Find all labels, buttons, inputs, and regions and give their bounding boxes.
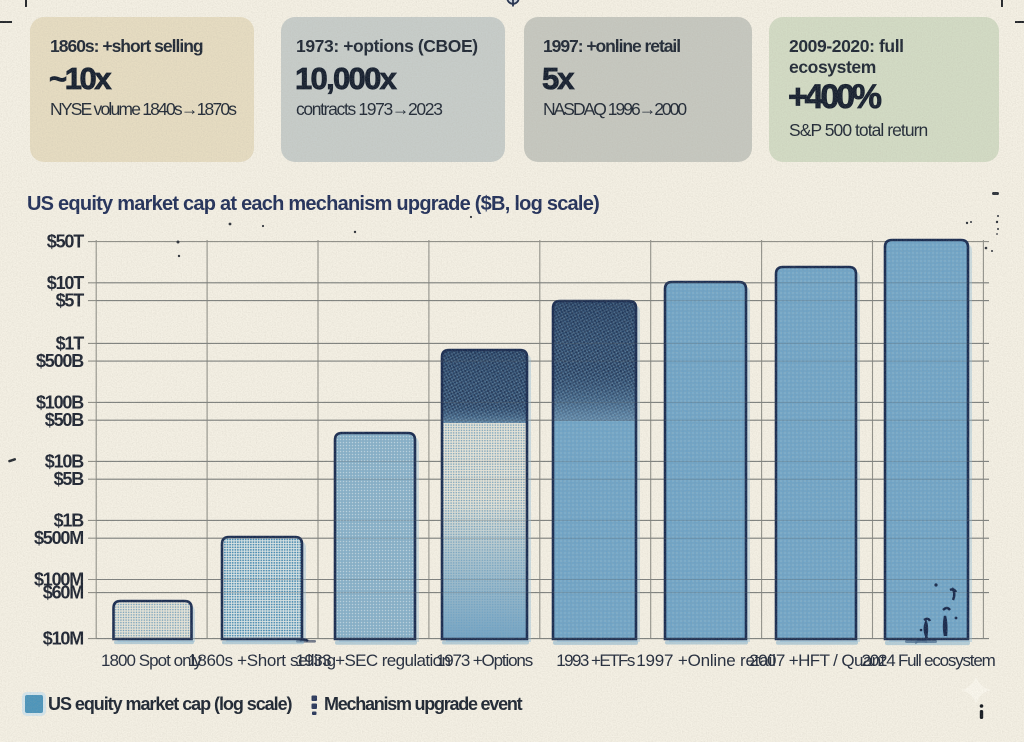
svg-text:$500B: $500B [36,351,84,371]
svg-text:1933 +SEC regulation: 1933 +SEC regulation [296,651,451,670]
svg-text:$5B: $5B [54,469,85,489]
svg-text:$500M: $500M [34,528,83,548]
svg-text:1973 +Options: 1973 +Options [436,651,533,670]
svg-text:$5T: $5T [56,291,85,311]
svg-text:$10M: $10M [43,629,83,649]
svg-text:1993 +ETFs: 1993 +ETFs [556,651,635,670]
svg-text:$50B: $50B [45,410,84,430]
svg-text:$60M: $60M [43,583,83,603]
svg-text:2024 Full ecosystem: 2024 Full ecosystem [861,651,995,670]
svg-text:$50T: $50T [47,232,84,252]
